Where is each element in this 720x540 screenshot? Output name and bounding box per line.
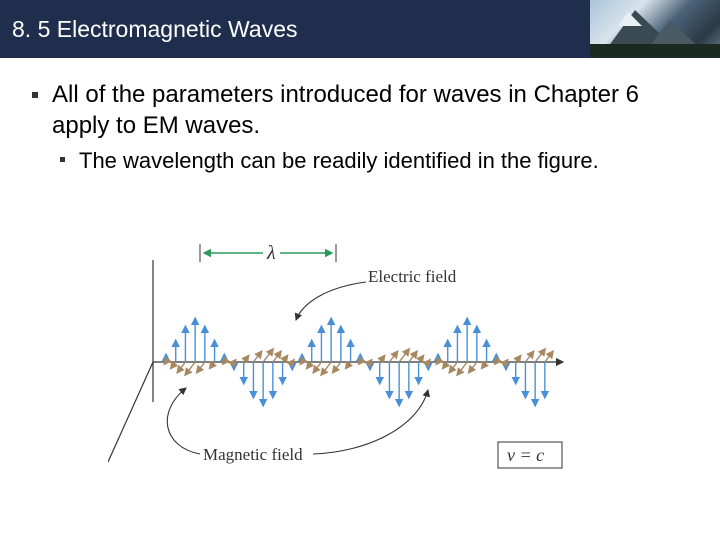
header-decorative-image <box>590 0 720 58</box>
sub-bullet-marker <box>60 157 65 162</box>
bullet-item: All of the parameters introduced for wav… <box>32 80 692 141</box>
electric-label-arrow <box>296 282 366 320</box>
slide-header: 8. 5 Electromagnetic Waves <box>0 0 720 58</box>
slide-content: All of the parameters introduced for wav… <box>0 58 720 176</box>
oblique-axis <box>108 362 153 462</box>
bullet-marker <box>32 92 38 98</box>
treeline-shape <box>590 44 720 58</box>
electric-field-label: Electric field <box>368 267 457 286</box>
em-wave-diagram: λ Electric field Magnetic field v = c <box>108 232 608 492</box>
bullet-text: All of the parameters introduced for wav… <box>52 80 692 141</box>
magnetic-field-label: Magnetic field <box>203 445 303 464</box>
slide-title: 8. 5 Electromagnetic Waves <box>12 16 298 43</box>
sub-bullet-item: The wavelength can be readily identified… <box>60 147 692 175</box>
sub-bullet-text: The wavelength can be readily identified… <box>79 147 599 175</box>
lambda-label: λ <box>266 242 276 264</box>
magnetic-label-arrow <box>167 388 200 454</box>
snowcap-shape <box>618 12 642 26</box>
velocity-equation: v = c <box>507 445 544 465</box>
magnetic-label-arrow-2 <box>313 390 428 454</box>
em-wave-svg: λ Electric field Magnetic field v = c <box>108 232 608 492</box>
